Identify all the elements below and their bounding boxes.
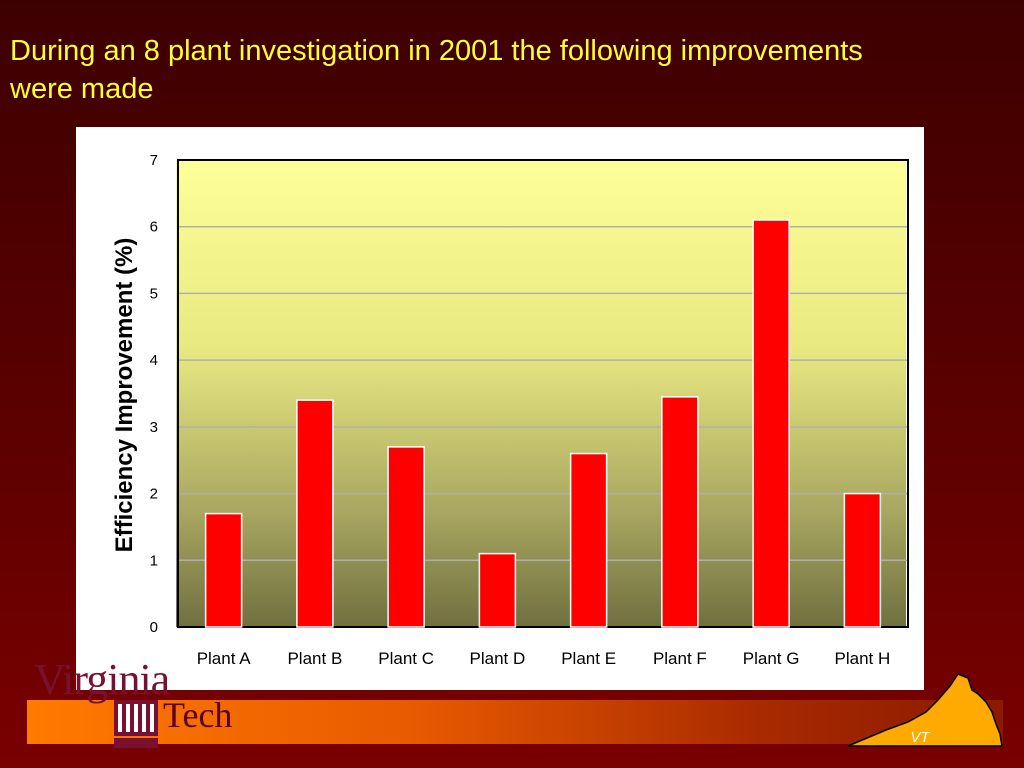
- x-tick-label: Plant G: [743, 649, 800, 668]
- logo-virginia: Virginia: [34, 655, 170, 704]
- y-tick-label: 3: [150, 419, 158, 436]
- bar-plant-d: [478, 552, 517, 628]
- y-axis-label: Efficiency Improvement (%): [111, 238, 138, 553]
- y-tick-label: 0: [150, 619, 158, 636]
- y-tick-label: 5: [150, 285, 158, 302]
- y-tick-label: 1: [150, 552, 158, 569]
- plot-area: [176, 160, 906, 627]
- bars: [204, 219, 882, 628]
- x-tick-label: Plant D: [470, 649, 526, 668]
- x-tick-label: Plant E: [561, 649, 616, 668]
- x-tick-label: Plant F: [653, 649, 707, 668]
- y-tick-labels: 0 1 2 3 4 5 6 7: [150, 152, 158, 636]
- bar-plant-a: [204, 512, 243, 628]
- x-tick-label: Plant A: [197, 649, 252, 668]
- building-icon: [114, 700, 158, 748]
- slide-title: During an 8 plant investigation in 2001 …: [10, 35, 863, 105]
- x-tick-label: Plant B: [287, 649, 342, 668]
- y-tick-label: 7: [150, 152, 158, 169]
- bar-plant-c: [387, 446, 425, 628]
- bar-plant-b: [296, 399, 334, 628]
- y-tick-label: 6: [150, 219, 158, 236]
- logo-tech: Tech: [163, 695, 233, 735]
- bar-plant-h: [843, 492, 882, 628]
- y-tick-label: 4: [150, 352, 158, 369]
- x-tick-label: Plant C: [378, 649, 434, 668]
- state-badge-label: VT: [910, 729, 931, 746]
- x-tick-labels: Plant A Plant B Plant C Plant D Plant E Plant…: [197, 649, 891, 668]
- footer-band: [27, 700, 1003, 744]
- bar-plant-e: [569, 452, 608, 628]
- x-tick-label: Plant H: [835, 649, 891, 668]
- virginia-map-icon: VT: [847, 673, 1003, 747]
- y-tick-label: 2: [150, 486, 158, 503]
- bar-plant-g: [752, 219, 790, 628]
- bar-plant-f: [661, 396, 699, 628]
